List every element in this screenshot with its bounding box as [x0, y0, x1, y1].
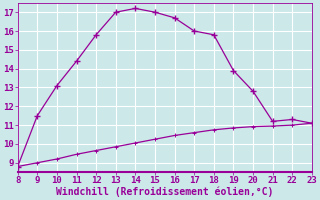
X-axis label: Windchill (Refroidissement éolien,°C): Windchill (Refroidissement éolien,°C)	[56, 187, 274, 197]
